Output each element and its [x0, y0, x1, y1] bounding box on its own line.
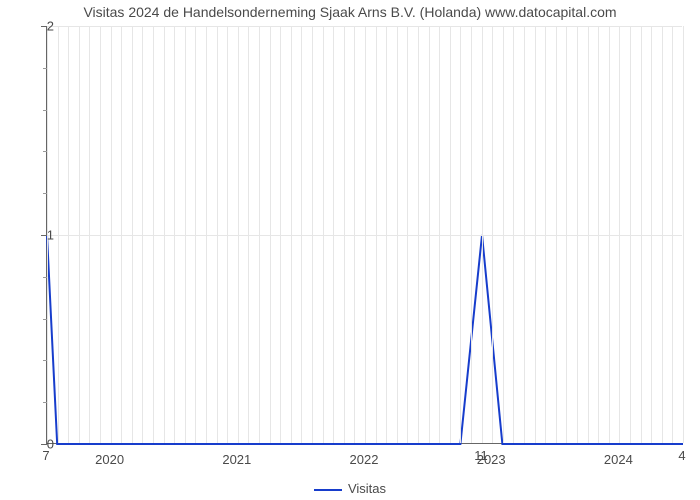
- y-tick-minor: [43, 110, 47, 111]
- x-axis-year-label: 2022: [350, 452, 379, 467]
- legend: Visitas: [0, 481, 700, 496]
- legend-label: Visitas: [348, 481, 386, 496]
- y-tick-minor: [43, 319, 47, 320]
- y-axis-label: 1: [10, 228, 54, 243]
- y-tick-minor: [43, 277, 47, 278]
- x-axis-year-label: 2020: [95, 452, 124, 467]
- x-axis-year-label: 2024: [604, 452, 633, 467]
- y-tick-minor: [43, 193, 47, 194]
- plot-area: [46, 26, 682, 444]
- legend-swatch: [314, 489, 342, 491]
- y-tick-minor: [43, 151, 47, 152]
- chart-title: Visitas 2024 de Handelsonderneming Sjaak…: [0, 4, 700, 20]
- x-axis-special-label: 7: [42, 448, 49, 463]
- y-tick-minor: [43, 402, 47, 403]
- y-tick-minor: [43, 360, 47, 361]
- gridline-horizontal: [47, 26, 682, 27]
- x-axis-year-label: 2021: [222, 452, 251, 467]
- x-axis-special-label: 4: [678, 448, 685, 463]
- gridline-horizontal: [47, 235, 682, 236]
- y-axis-label: 2: [10, 19, 54, 34]
- visits-chart: Visitas 2024 de Handelsonderneming Sjaak…: [0, 0, 700, 500]
- gridline-vertical: [683, 26, 684, 443]
- y-tick-minor: [43, 68, 47, 69]
- x-axis-special-label: 11: [474, 448, 488, 463]
